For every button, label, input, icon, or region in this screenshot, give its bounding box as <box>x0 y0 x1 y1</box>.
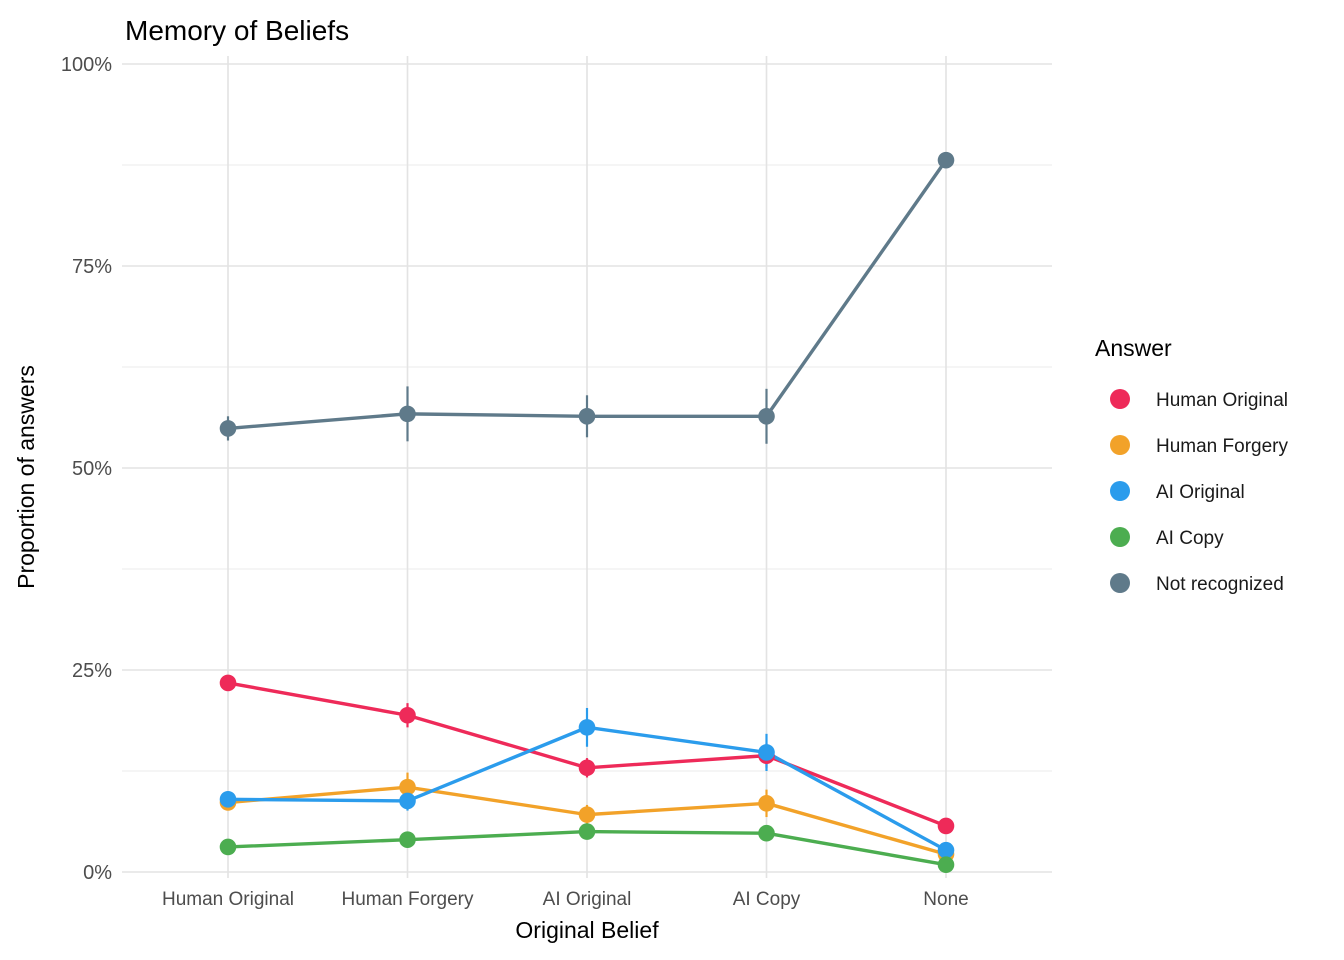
legend-label: AI Original <box>1156 482 1245 503</box>
data-point <box>758 824 775 842</box>
data-point <box>758 407 775 425</box>
data-point <box>578 407 596 425</box>
legend-item: AI Copy <box>1110 527 1224 549</box>
data-point <box>399 706 416 724</box>
legend-item: Human Original <box>1110 389 1288 411</box>
legend-item: AI Original <box>1110 481 1245 503</box>
data-point <box>219 838 237 856</box>
legend-swatch-icon <box>1110 573 1130 593</box>
legend-swatch-icon <box>1110 481 1130 501</box>
legend-label: Human Original <box>1156 390 1288 411</box>
x-tick-label: Human Original <box>162 889 294 910</box>
data-point <box>578 719 596 736</box>
data-point <box>219 674 237 692</box>
y-tick-label: 100% <box>61 54 112 76</box>
legend: Answer Human Original Human Forgery AI Ori… <box>1095 335 1288 595</box>
data-point <box>399 831 416 848</box>
data-point <box>937 817 955 835</box>
gridlines <box>122 56 1052 878</box>
legend-swatch-icon <box>1110 389 1130 409</box>
data-point <box>578 823 596 840</box>
data-point <box>937 151 955 169</box>
y-tick-label: 25% <box>72 660 112 682</box>
data-point <box>399 778 416 796</box>
y-axis-title: Proportion of answers <box>13 365 39 589</box>
data-point <box>758 744 775 761</box>
data-point <box>758 795 775 812</box>
legend-item: Human Forgery <box>1110 435 1288 457</box>
x-tick-label: AI Original <box>543 889 632 910</box>
y-axis-labels: 0% 25% 50% 75% 100% <box>61 54 112 884</box>
legend-swatch-icon <box>1110 435 1130 455</box>
x-tick-label: None <box>923 889 968 910</box>
data-point <box>219 420 237 437</box>
legend-label: Not recognized <box>1156 574 1284 595</box>
legend-items: Human Original Human Forgery AI Original AI… <box>1110 389 1288 595</box>
x-axis-labels: Human Original Human Forgery AI Original AI… <box>162 889 969 910</box>
legend-swatch-icon <box>1110 527 1130 547</box>
data-points <box>219 151 955 874</box>
y-tick-label: 75% <box>72 256 112 278</box>
data-point <box>399 405 416 423</box>
data-point <box>578 806 596 823</box>
legend-item: Not recognized <box>1110 573 1284 595</box>
x-axis-title: Original Belief <box>515 917 659 943</box>
chart-title: Memory of Beliefs <box>125 15 349 46</box>
data-point <box>219 790 237 808</box>
x-tick-label: Human Forgery <box>342 889 474 910</box>
y-tick-label: 50% <box>72 458 112 480</box>
data-point <box>937 856 955 874</box>
x-tick-label: AI Copy <box>733 889 801 910</box>
legend-label: Human Forgery <box>1156 436 1288 457</box>
y-tick-label: 0% <box>83 862 112 884</box>
data-point <box>399 792 416 810</box>
data-point <box>578 759 596 777</box>
legend-title: Answer <box>1095 335 1172 361</box>
legend-label: AI Copy <box>1156 528 1224 549</box>
data-point <box>937 841 955 859</box>
